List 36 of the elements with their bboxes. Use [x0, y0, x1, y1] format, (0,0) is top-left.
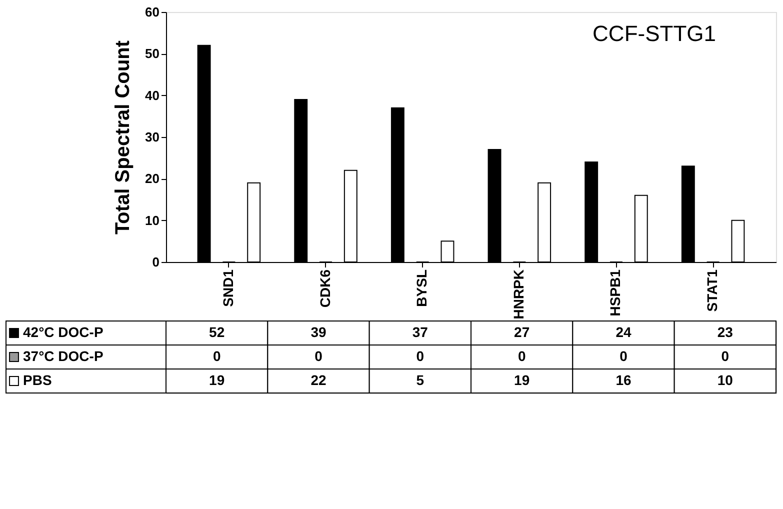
data-label: 23 [717, 324, 734, 340]
data-label: 39 [310, 324, 326, 340]
y-tick-label: 10 [145, 212, 160, 228]
data-label: 0 [518, 348, 526, 364]
y-tick-label: 20 [145, 171, 160, 186]
data-label: 22 [310, 372, 326, 388]
x-tick-label: SND1 [220, 269, 236, 307]
x-tick-label: HNRPK [510, 270, 526, 320]
legend-label: 42°C DOC-P [23, 324, 104, 340]
y-axis-title: Total Spectral Count [112, 40, 134, 235]
data-label: 16 [616, 372, 632, 388]
y-tick-label: 30 [145, 130, 160, 144]
data-label: 24 [616, 324, 632, 340]
y-tick-label: 40 [145, 88, 160, 103]
data-label: 37 [412, 324, 428, 340]
data-label: 0 [212, 348, 221, 364]
legend-label: 37°C DOC-P [23, 348, 104, 364]
data-label: 0 [620, 348, 628, 364]
chart-title: CCF-STTG1 [592, 21, 716, 46]
data-label: 0 [721, 348, 730, 364]
data-label: 5 [416, 372, 424, 388]
data-label: 27 [514, 324, 530, 340]
data-label: 52 [209, 324, 225, 340]
data-label: 0 [416, 348, 424, 364]
data-label: 10 [717, 372, 734, 388]
y-tick-label: 50 [145, 46, 160, 62]
x-tick-label: CDK6 [316, 269, 333, 308]
data-label: 19 [209, 372, 225, 388]
data-label: 19 [514, 372, 530, 388]
y-tick-label: 60 [145, 4, 160, 20]
x-tick-label: BYSL [414, 269, 430, 307]
x-tick-label: STAT1 [704, 269, 720, 312]
y-tick-label: 0 [152, 254, 160, 270]
x-tick-label: HSPB1 [607, 269, 624, 316]
legend-label: PBS [23, 372, 52, 388]
data-label: 0 [314, 348, 323, 364]
